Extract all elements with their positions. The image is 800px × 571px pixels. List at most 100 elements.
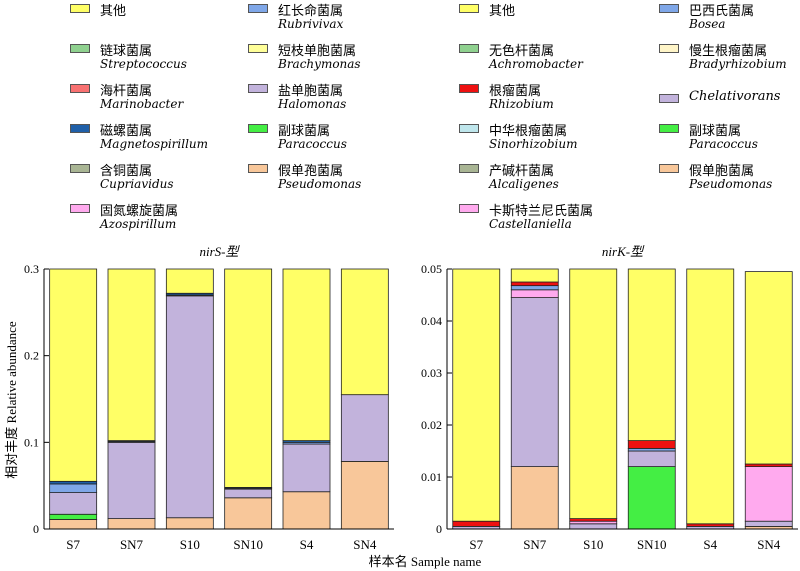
legend-swatch (70, 124, 90, 133)
bar-segment (165, 295, 214, 519)
legend-swatch (70, 164, 90, 173)
bar-segment (224, 488, 273, 499)
legend-swatch (248, 84, 268, 93)
y-tick-label: 0.05 (421, 262, 442, 276)
legend-label-latin: Rubrivivax (278, 17, 344, 31)
bar-segment (165, 268, 214, 294)
legend-label-cn: 慢生根瘤菌属 (689, 44, 768, 59)
legend-label-latin: Sinorhizobium (489, 137, 578, 151)
bar-segment (510, 297, 559, 468)
bar-segment (627, 450, 676, 468)
bar-segment (510, 466, 559, 530)
bar-segment (510, 289, 559, 298)
x-tick-label: S4 (703, 537, 717, 552)
legend-label-cn: 其他 (489, 4, 516, 19)
bar-segment (510, 268, 559, 283)
x-tick-label: S7 (66, 537, 80, 552)
legend-label-cn: 盐单胞菌属 (278, 84, 344, 99)
legend-swatch (659, 44, 679, 53)
legend-label-cn: 无色杆菌属 (489, 44, 555, 59)
legend-swatch (459, 164, 479, 173)
bar-segment (744, 520, 793, 527)
y-tick-label: 0.02 (421, 418, 442, 432)
bar-segment (569, 268, 618, 520)
legend-swatch (70, 204, 90, 213)
bar-segment (510, 285, 559, 291)
bar-segment (340, 268, 389, 396)
y-tick-label: 0.3 (24, 262, 39, 276)
x-tick-label: SN10 (233, 537, 263, 552)
bar-segment (49, 483, 98, 493)
legend-label-cn: 短枝单胞菌属 (278, 44, 357, 59)
legend-swatch (659, 124, 679, 133)
legend-label-latin: Marinobacter (100, 97, 184, 111)
bar-segment (627, 268, 676, 442)
legend-label-cn: 固氮螺旋菌属 (100, 204, 179, 219)
legend-label-latin: Cupriavidus (100, 177, 174, 191)
legend-swatch (459, 124, 479, 133)
legend-label-latin: Brachymonas (278, 57, 361, 71)
y-tick-label: 0.04 (421, 314, 442, 328)
legend-swatch (459, 204, 479, 213)
bar-segment (49, 513, 98, 520)
bar-segment (282, 491, 331, 530)
x-tick-label: SN7 (120, 537, 144, 552)
bar-segment (627, 440, 676, 449)
legend-label-latin: Paracoccus (278, 137, 347, 151)
y-tick-label: 0 (436, 522, 442, 536)
legend-label-latin: Bosea (689, 17, 726, 31)
legend-label-cn: 中华根瘤菌属 (489, 124, 568, 139)
x-tick-label: SN4 (353, 537, 377, 552)
legend-swatch (248, 44, 268, 53)
legend-label-cn: 含铜菌属 (100, 164, 153, 179)
legend-label-cn: 其他 (100, 4, 127, 19)
bar-segment (510, 281, 559, 287)
bar-segment (627, 466, 676, 530)
legend-swatch (659, 4, 679, 13)
legend-label-cn: 巴西氏菌属 (689, 4, 755, 19)
legend-swatch (459, 44, 479, 53)
legend-swatch (459, 4, 479, 13)
legend-swatch (459, 84, 479, 93)
legend-label-latin: Pseudomonas (689, 177, 773, 191)
bar-segment (686, 268, 735, 525)
legend-label-cn: 副球菌属 (278, 124, 331, 139)
bar-segment (340, 460, 389, 530)
y-tick-label: 0.03 (421, 366, 442, 380)
bar-segment (107, 518, 156, 530)
legend-swatch (248, 164, 268, 173)
x-tick-label: S4 (300, 537, 314, 552)
bar-segment (340, 394, 389, 462)
legend-label-latin: Paracoccus (689, 137, 758, 151)
y-tick-label: 0.01 (421, 470, 442, 484)
bar-segment (107, 268, 156, 442)
y-tick-label: 0 (33, 522, 39, 536)
chart-title: nirK-型 (602, 244, 645, 259)
bar-segment (49, 492, 98, 515)
legend-label-latin: Alcaligenes (489, 177, 559, 191)
bar-segment (165, 517, 214, 530)
legend-label-cn: 根瘤菌属 (489, 84, 542, 99)
legend-label-latin: Streptococcus (100, 57, 187, 71)
legend-swatch (659, 164, 679, 173)
legend-swatch (70, 44, 90, 53)
y-tick-label: 0.2 (24, 349, 39, 363)
legend-label-latin: Halomonas (278, 97, 347, 111)
legend-swatch (70, 84, 90, 93)
x-tick-label: SN7 (523, 537, 547, 552)
y-axis-label: 相对丰度 Relative abundance (4, 321, 19, 479)
legend-swatch (248, 4, 268, 13)
bar-segment (744, 271, 793, 465)
legend-label-cn: 磁螺菌属 (100, 124, 153, 139)
legend-label-latin: Chelativorans (689, 89, 781, 104)
bar-segment (224, 497, 273, 530)
legend-label-latin: Bradyrhizobium (689, 57, 787, 71)
bar-segment (107, 441, 156, 520)
legend-label-latin: Azospirillum (100, 217, 177, 231)
x-tick-label: S7 (469, 537, 483, 552)
legend-label-cn: 红长命菌属 (278, 4, 344, 19)
legend-label-cn: 假单孢菌属 (278, 164, 344, 179)
bar-segment (452, 268, 501, 522)
